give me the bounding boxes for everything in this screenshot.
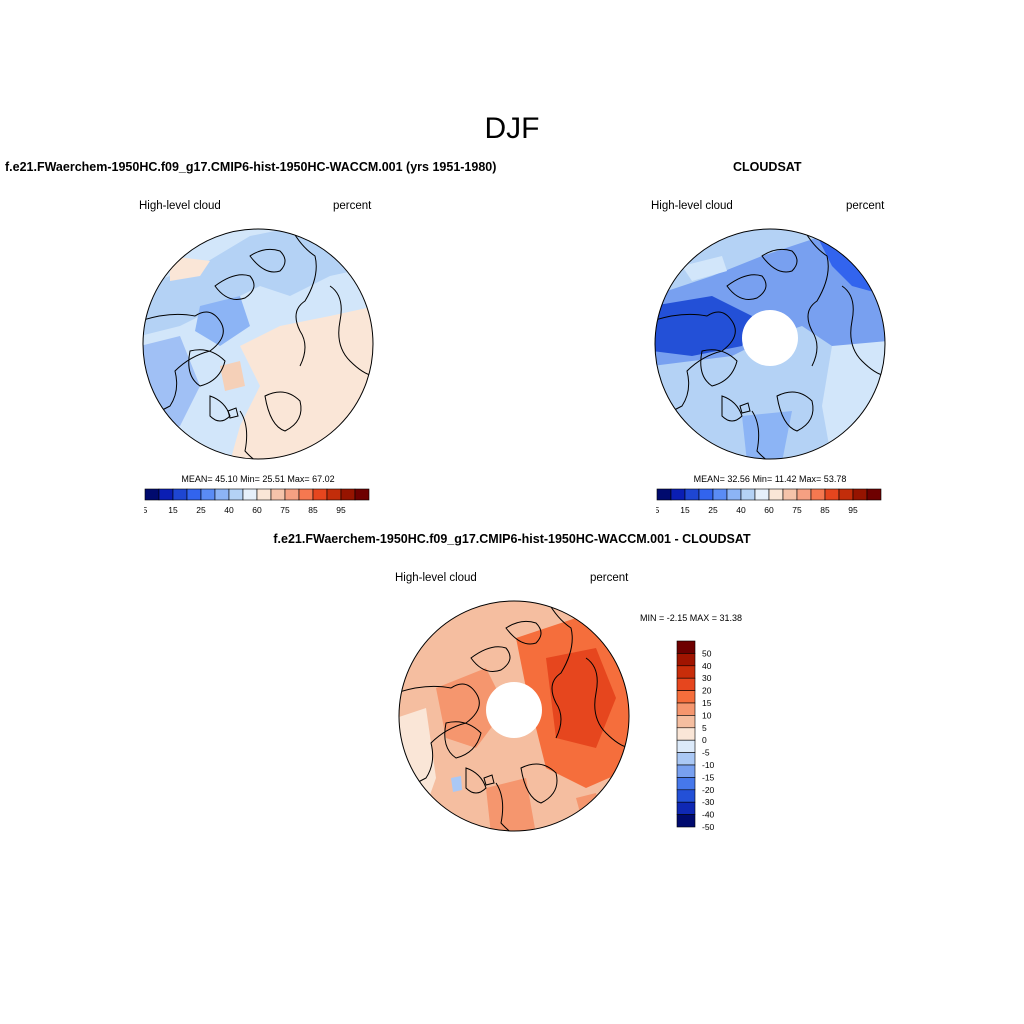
panel-diff-colorbar-box xyxy=(676,739,696,753)
panel-model-colorbar-box xyxy=(186,488,202,501)
panel-obs-colorbar-box xyxy=(670,488,686,501)
panel-model-colorbar-box xyxy=(158,488,174,501)
panel-obs-colorbar-box xyxy=(698,488,714,501)
panel-model-colorbar-box xyxy=(172,488,188,501)
panel-model-colorbar-box xyxy=(270,488,286,501)
panel-obs-stats: MEAN= 32.56 Min= 11.42 Max= 53.78 xyxy=(693,474,847,484)
panel-obs-colorbar: 5 15 25 40 60 75 85 95 xyxy=(656,488,882,515)
panel-diff-colorbar-label: -15 xyxy=(702,772,715,782)
panel-obs-colorbar-label: 85 xyxy=(820,505,830,515)
panel-diff-units: percent xyxy=(590,572,629,584)
panel-obs-colorbar-box xyxy=(656,488,672,501)
panel-model-variable: High-level cloud xyxy=(139,200,221,212)
figure-title: DJF xyxy=(484,112,540,145)
panel-model-colorbar-box xyxy=(256,488,272,501)
panel-diff-colorbar-box xyxy=(676,752,696,766)
panel-model-colorbar-box xyxy=(312,488,328,501)
panel-obs-colorbar-box xyxy=(866,488,882,501)
panel-diff-colorbar-label: 20 xyxy=(702,686,712,696)
panel-diff-colorbar-box xyxy=(676,764,696,778)
panel-obs-units: percent xyxy=(846,200,885,212)
panel-obs-colorbar-box xyxy=(852,488,868,501)
panel-obs-colorbar-label: 95 xyxy=(848,505,858,515)
panel-model-colorbar-box xyxy=(326,488,342,501)
panel-model-colorbar-box xyxy=(214,488,230,501)
panel-diff-colorbar-label: 40 xyxy=(702,661,712,671)
panel-model-colorbar: 5 15 25 40 60 75 85 95 xyxy=(144,488,370,515)
panel-diff-colorbar-box xyxy=(676,801,696,815)
panel-obs-colorbar-label: 75 xyxy=(792,505,802,515)
panel-obs-colorbar-box xyxy=(712,488,728,501)
panel-diff-colorbar-box xyxy=(676,702,696,716)
panel-obs-colorbar-label: 5 xyxy=(656,505,660,515)
panel-obs-colorbar-box xyxy=(768,488,784,501)
panel-obs-colorbar-box xyxy=(824,488,840,501)
panel-diff-colorbar-box xyxy=(676,727,696,741)
panel-model-colorbar-label: 15 xyxy=(168,505,178,515)
panel-obs-colorbar-box xyxy=(796,488,812,501)
panel-model-colorbar-label: 60 xyxy=(252,505,262,515)
panel-obs-colorbar-box xyxy=(782,488,798,501)
panel-diff-colorbar-label: 10 xyxy=(702,710,712,720)
panel-obs-colorbar-label: 15 xyxy=(680,505,690,515)
panel-model-map xyxy=(142,228,374,460)
panel-diff-colorbar-box xyxy=(676,789,696,803)
panel-model-colorbar-box xyxy=(200,488,216,501)
panel-diff-colorbar-label: -40 xyxy=(702,810,715,820)
panel-model-colorbar-box xyxy=(242,488,258,501)
panel-obs-colorbar-label: 60 xyxy=(764,505,774,515)
panel-model-colorbar-label: 25 xyxy=(196,505,206,515)
panel-model-colorbar-box xyxy=(228,488,244,501)
panel-model-title: f.e21.FWaerchem-1950HC.f09_g17.CMIP6-his… xyxy=(5,160,497,174)
panel-diff-colorbar-box xyxy=(676,653,696,667)
panel-obs-colorbar-box xyxy=(838,488,854,501)
panel-model-colorbar-label: 95 xyxy=(336,505,346,515)
panel-diff-colorbar-label: -30 xyxy=(702,797,715,807)
panel-model-colorbar-label: 75 xyxy=(280,505,290,515)
panel-obs-colorbar-box xyxy=(684,488,700,501)
panel-diff-colorbar-box xyxy=(676,677,696,691)
panel-model-stats: MEAN= 45.10 Min= 25.51 Max= 67.02 xyxy=(181,474,335,484)
panel-diff-colorbar-box xyxy=(676,640,696,654)
panel-obs-colorbar-box xyxy=(754,488,770,501)
panel-model-colorbar-label: 5 xyxy=(144,505,148,515)
panel-diff-colorbar-label: 15 xyxy=(702,698,712,708)
panel-obs-title: CLOUDSAT xyxy=(733,160,802,174)
panel-diff-colorbar-label: 30 xyxy=(702,673,712,683)
panel-obs-colorbar-label: 40 xyxy=(736,505,746,515)
panel-obs-colorbar-box xyxy=(740,488,756,501)
panel-diff-title: f.e21.FWaerchem-1950HC.f09_g17.CMIP6-his… xyxy=(273,532,751,546)
panel-model-units: percent xyxy=(333,200,372,212)
panel-diff-colorbar-box xyxy=(676,715,696,729)
panel-model-colorbar-box xyxy=(144,488,160,501)
panel-model-colorbar-box xyxy=(298,488,314,501)
panel-diff-colorbar-box xyxy=(676,777,696,791)
panel-model-colorbar-label: 85 xyxy=(308,505,318,515)
panel-obs-colorbar-label: 25 xyxy=(708,505,718,515)
panel-model-colorbar-box xyxy=(340,488,356,501)
panel-model-colorbar-box xyxy=(354,488,370,501)
panel-diff-colorbar-label: 50 xyxy=(702,648,712,658)
panel-diff-colorbar-label: -50 xyxy=(702,822,715,830)
panel-model-colorbar-label: 40 xyxy=(224,505,234,515)
panel-diff-colorbar-label: -10 xyxy=(702,760,715,770)
panel-obs-variable: High-level cloud xyxy=(651,200,733,212)
panel-diff-colorbar-box xyxy=(676,690,696,704)
panel-diff-colorbar-label: -5 xyxy=(702,748,710,758)
panel-diff-colorbar-label: -20 xyxy=(702,785,715,795)
panel-obs-colorbar-box xyxy=(810,488,826,501)
panel-diff-colorbar-label: 5 xyxy=(702,723,707,733)
panel-diff-colorbar-box xyxy=(676,814,696,828)
panel-diff-colorbar-box xyxy=(676,665,696,679)
panel-diff-map xyxy=(398,600,630,832)
panel-diff-colorbar-label: 0 xyxy=(702,735,707,745)
panel-diff-stats: MIN = -2.15 MAX = 31.38 xyxy=(640,613,743,623)
panel-model-colorbar-box xyxy=(284,488,300,501)
panel-diff-variable: High-level cloud xyxy=(395,572,477,584)
panel-obs-map xyxy=(654,228,886,460)
panel-obs-colorbar-box xyxy=(726,488,742,501)
